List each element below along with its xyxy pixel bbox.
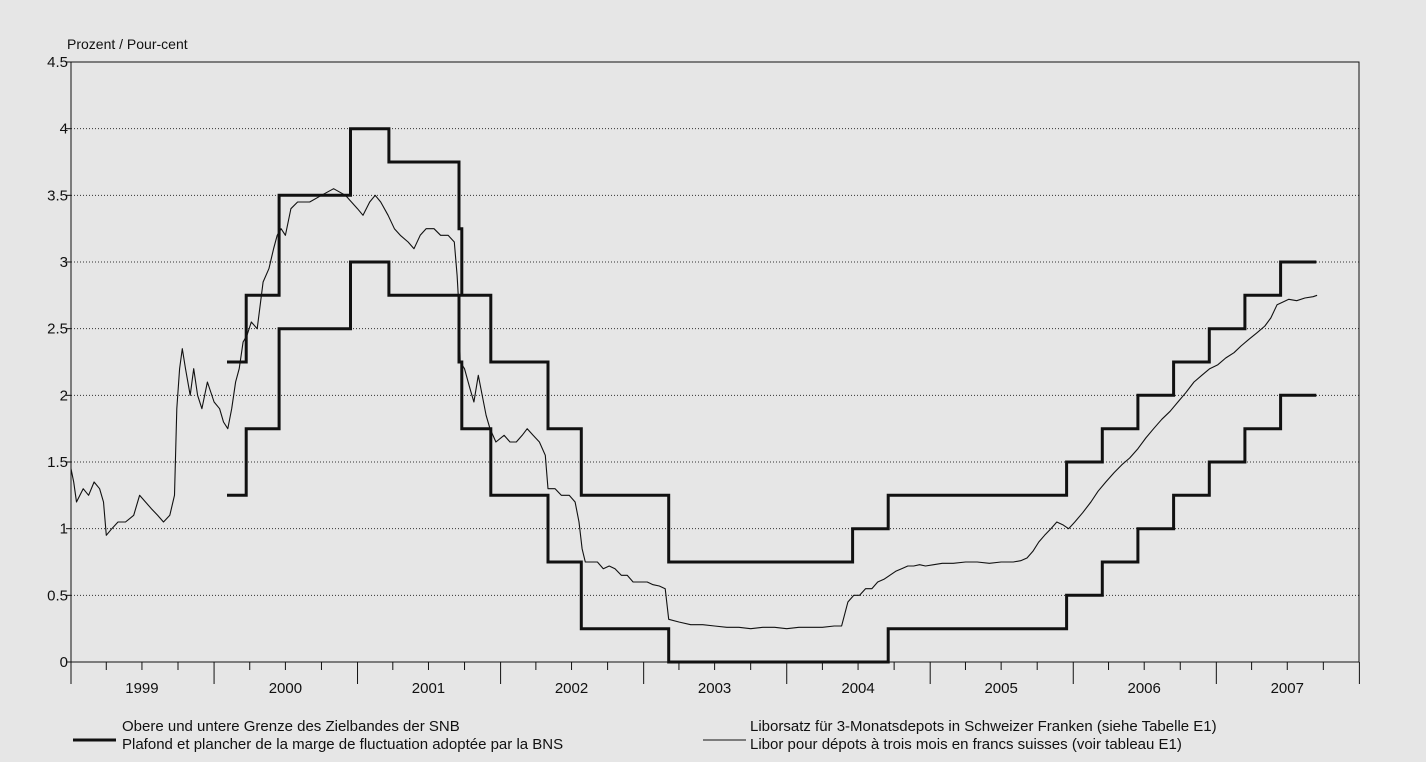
y-tick-label: 0 — [60, 654, 68, 671]
y-tick-label: 3.5 — [47, 187, 68, 204]
y-axis: 0 0.5 1 1.5 2 2.5 3 3.5 4 4.5 — [47, 54, 71, 671]
x-tick-label: 2005 — [984, 680, 1017, 697]
y-tick-label: 2.5 — [47, 321, 68, 338]
y-tick-label: 3 — [60, 254, 68, 271]
y-tick-label: 4.5 — [47, 54, 68, 71]
y-tick-label: 1.5 — [47, 454, 68, 471]
legend-1-line-1: Obere und untere Grenze des Zielbandes d… — [122, 718, 460, 735]
series-line-lower — [227, 260, 1317, 664]
y-tick-label: 1 — [60, 521, 68, 538]
x-tick-label: 1999 — [125, 680, 158, 697]
y-tick-label: 0.5 — [47, 587, 68, 604]
x-tick-label: 2001 — [412, 680, 445, 697]
x-axis: 1999 2000 2001 2002 2003 2004 2005 2006 2007 — [70, 662, 1360, 697]
series-line-upper — [227, 127, 1317, 564]
grid-lines — [71, 128, 1359, 596]
x-tick-label: 2002 — [555, 680, 588, 697]
legend-2-line-1: Liborsatz für 3-Monatsdepots in Schweize… — [750, 718, 1217, 735]
series-group — [70, 127, 1318, 664]
x-tick-label: 2007 — [1271, 680, 1304, 697]
plot-frame — [70, 61, 1360, 663]
x-tick-label: 2006 — [1128, 680, 1161, 697]
y-axis-title: Prozent / Pour-cent — [67, 36, 188, 52]
series-line-libor — [70, 188, 1318, 630]
legend-1-line-2: Plafond et plancher de la marge de fluct… — [122, 736, 563, 753]
y-tick-label: 4 — [60, 121, 68, 138]
x-tick-label: 2000 — [269, 680, 302, 697]
legend: Obere und untere Grenze des Zielbandes d… — [73, 718, 1217, 753]
legend-2-line-2: Libor pour dépots à trois mois en francs… — [750, 736, 1182, 753]
x-tick-label: 2004 — [841, 680, 874, 697]
y-tick-label: 2 — [60, 387, 68, 404]
x-tick-label: 2003 — [698, 680, 731, 697]
